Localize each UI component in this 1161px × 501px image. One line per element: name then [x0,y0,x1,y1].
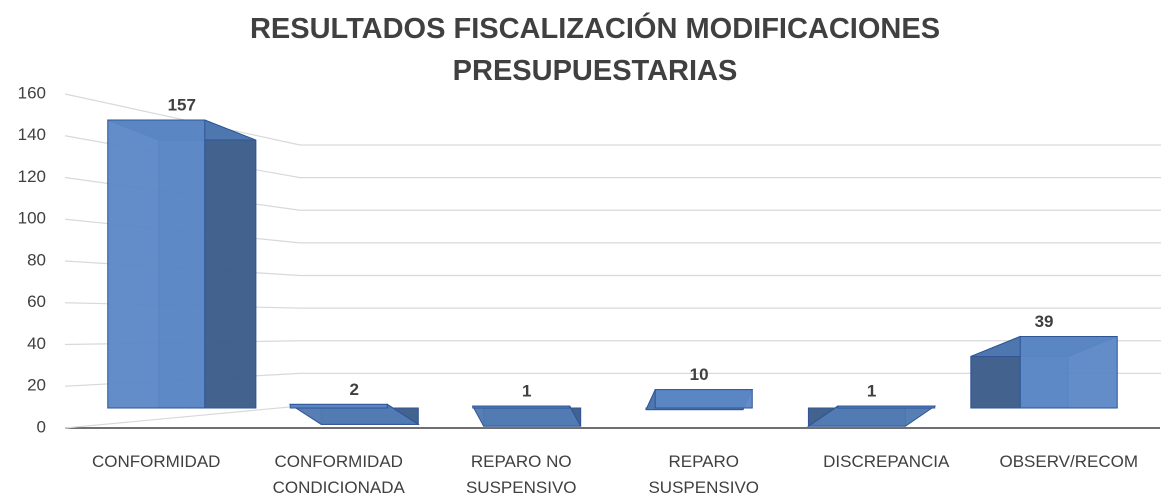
x-tick-label: DISCREPANCIA [823,452,950,471]
value-label: 157 [168,96,196,115]
bar [806,405,937,428]
x-tick-label: CONFORMIDAD [92,452,221,471]
grid-line [64,93,1161,146]
value-label: 1 [867,382,876,401]
bar-top [471,405,582,427]
chart-title: RESULTADOS FISCALIZACIÓN MODIFICACIONES … [249,13,941,87]
bar [107,119,257,409]
y-tick-label: 0 [37,417,46,436]
x-tick-label: CONFORMIDAD CONDICIONADA [272,452,405,497]
value-label: 39 [1035,312,1054,331]
bar-front [1019,335,1118,409]
bar-front [107,119,206,409]
bar [288,403,420,426]
value-label: 1 [522,382,531,401]
bar-front [289,403,388,409]
y-tick-label: 140 [18,125,46,144]
y-tick-label: 20 [27,376,46,395]
y-tick-label: 100 [18,209,46,228]
bar-front [472,405,571,409]
y-tick-label: 40 [27,334,46,353]
y-tick-label: 60 [27,292,46,311]
value-label: 10 [690,365,709,384]
bar [471,405,582,427]
value-label: 2 [349,380,358,399]
bar-front [837,405,936,409]
bar [970,335,1118,409]
y-tick-label: 80 [27,250,46,269]
y-tick-label: 160 [18,83,46,102]
bar [645,389,754,411]
bar-front [654,389,753,409]
bar-side [204,119,257,409]
x-tick-label: OBSERV/RECOM [999,452,1139,471]
y-tick-label: 120 [18,167,46,186]
floor-edge [64,405,301,429]
x-tick-label: REPARO SUSPENSIVO [648,452,760,497]
x-tick-label: REPARO NO SUSPENSIVO [465,452,577,497]
